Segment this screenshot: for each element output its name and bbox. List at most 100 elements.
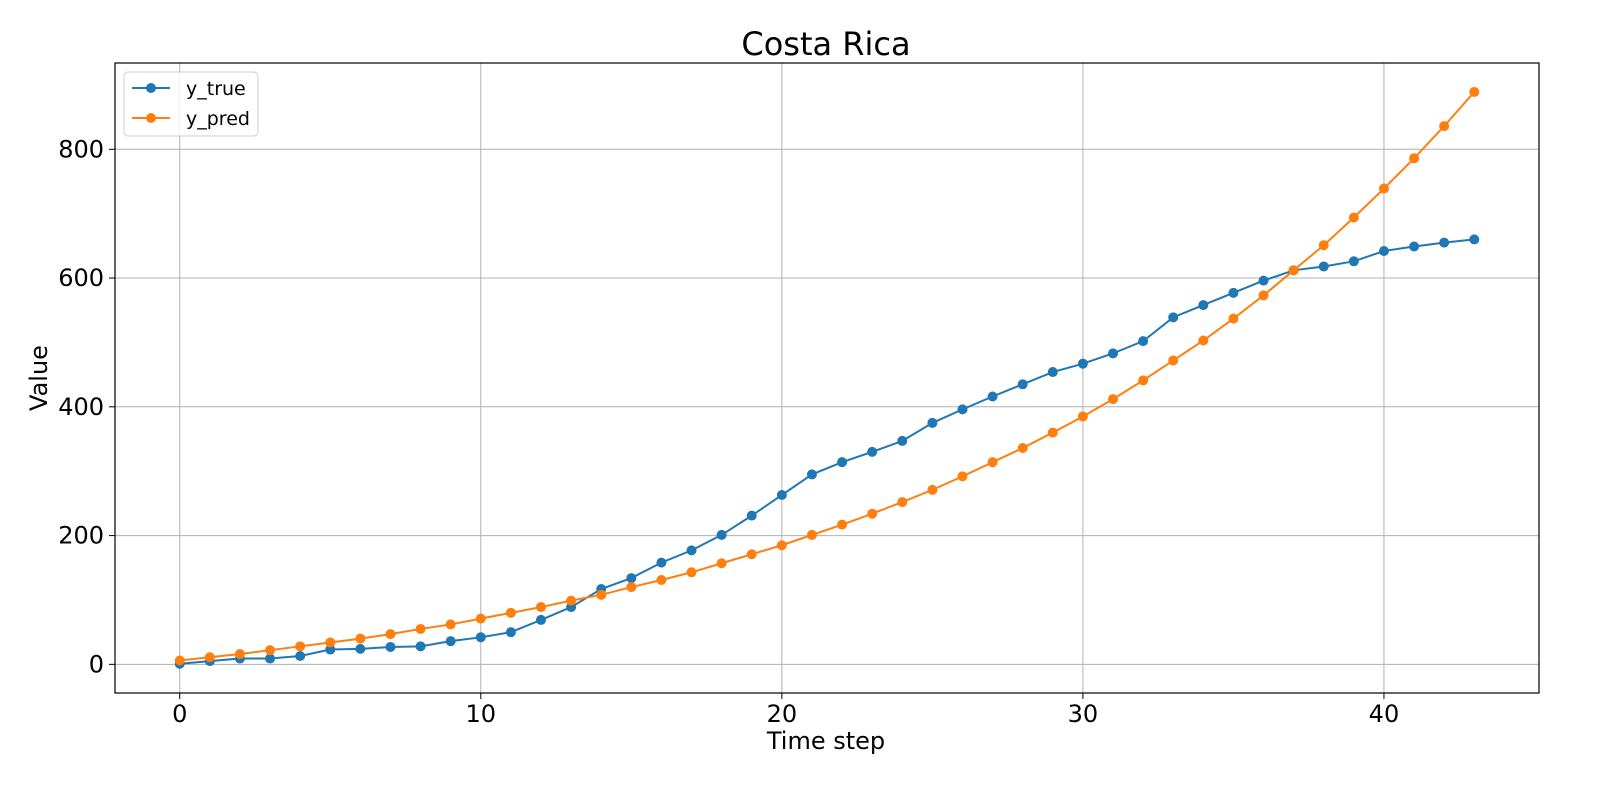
legend-marker-y_true [146, 83, 156, 93]
data-point-y_true [776, 490, 787, 501]
data-point-y_pred [385, 629, 396, 640]
chart-title: Costa Rica [741, 25, 910, 63]
data-point-y_pred [295, 641, 306, 652]
data-point-y_pred [1318, 240, 1329, 251]
x-tick-label: 40 [1369, 700, 1400, 728]
grid [115, 63, 1539, 693]
legend-label-y_pred: y_pred [186, 108, 250, 130]
data-point-y_true [1409, 241, 1420, 252]
data-point-y_true [265, 653, 276, 664]
y-axis: 0 200 400 600 800 [58, 135, 115, 678]
data-point-y_true [626, 573, 637, 584]
data-point-y_true [505, 627, 516, 638]
data-point-y_true [1378, 246, 1389, 257]
y-tick-label: 400 [58, 393, 104, 421]
x-axis-label: Time step [766, 727, 885, 755]
data-point-y_true [897, 435, 908, 446]
data-point-y_pred [626, 582, 637, 593]
data-point-y_pred [1168, 355, 1179, 366]
data-point-y_true [1168, 312, 1179, 323]
data-point-y_true [957, 404, 968, 415]
data-point-y_true [295, 650, 306, 661]
data-point-y_pred [957, 471, 968, 482]
data-point-y_true [535, 614, 546, 625]
data-point-y_pred [475, 613, 486, 624]
data-point-y_pred [1017, 443, 1028, 454]
data-point-y_true [1258, 275, 1269, 286]
data-point-y_true [686, 545, 697, 556]
data-point-y_pred [174, 655, 185, 666]
data-point-y_pred [1469, 86, 1480, 97]
data-point-y_pred [716, 558, 727, 569]
y-tick-label: 200 [58, 522, 104, 550]
data-point-y_true [1108, 348, 1119, 359]
data-point-y_true [1318, 261, 1329, 272]
data-point-y_true [867, 446, 878, 457]
data-point-y_pred [566, 595, 577, 606]
data-point-y_true [415, 641, 426, 652]
x-axis: 0 10 20 30 40 [172, 693, 1399, 728]
data-point-y_pred [1348, 212, 1359, 223]
data-point-y_pred [867, 508, 878, 519]
legend: y_true y_pred [123, 71, 259, 137]
data-point-y_pred [505, 607, 516, 618]
data-point-y_true [445, 636, 456, 647]
series-layer [174, 86, 1480, 669]
data-point-y_true [746, 510, 757, 521]
data-point-y_true [987, 391, 998, 402]
data-point-y_pred [927, 484, 938, 495]
data-point-y_true [1077, 358, 1088, 369]
x-tick-label: 0 [172, 700, 187, 728]
data-point-y_true [837, 457, 848, 468]
data-point-y_pred [325, 637, 336, 648]
y-tick-label: 800 [58, 135, 104, 163]
data-point-y_pred [1439, 121, 1450, 132]
data-point-y_pred [355, 633, 366, 644]
data-point-y_pred [837, 519, 848, 530]
data-point-y_true [1469, 234, 1480, 245]
plot-frame [114, 62, 1540, 694]
data-point-y_pred [987, 457, 998, 468]
y-tick-label: 0 [89, 650, 104, 678]
data-point-y_true [475, 632, 486, 643]
series-line-y_true [179, 238, 1475, 665]
data-point-y_pred [1228, 313, 1239, 324]
x-tick-label: 20 [767, 700, 798, 728]
series-y_pred [174, 86, 1480, 666]
data-point-y_pred [776, 540, 787, 551]
x-tick-label: 10 [466, 700, 497, 728]
data-point-y_pred [415, 623, 426, 634]
data-point-y_pred [1047, 427, 1058, 438]
data-point-y_true [656, 557, 667, 568]
data-point-y_pred [265, 645, 276, 656]
data-point-y_pred [204, 652, 215, 663]
data-point-y_true [1198, 300, 1209, 311]
data-point-y_true [716, 529, 727, 540]
x-tick-label: 30 [1068, 700, 1099, 728]
data-point-y_pred [1138, 375, 1149, 386]
data-point-y_pred [1108, 394, 1119, 405]
data-point-y_pred [746, 549, 757, 560]
data-point-y_true [355, 643, 366, 654]
data-point-y_pred [535, 602, 546, 613]
data-point-y_pred [445, 619, 456, 630]
data-point-y_pred [806, 529, 817, 540]
data-point-y_true [1228, 287, 1239, 298]
data-point-y_true [1348, 256, 1359, 267]
data-point-y_pred [656, 575, 667, 586]
legend-label-y_true: y_true [186, 78, 246, 100]
data-point-y_true [325, 644, 336, 655]
data-point-y_true [1439, 237, 1450, 248]
data-point-y_true [927, 417, 938, 428]
data-point-y_pred [1288, 265, 1299, 276]
series-line-y_pred [179, 91, 1476, 662]
data-point-y_pred [1258, 290, 1269, 301]
data-point-y_pred [1077, 411, 1088, 422]
series-y_true [174, 234, 1480, 669]
data-point-y_true [1047, 367, 1058, 378]
data-point-y_pred [234, 649, 245, 660]
data-point-y_true [1017, 379, 1028, 390]
data-point-y_pred [1409, 153, 1420, 164]
y-tick-label: 600 [58, 264, 104, 292]
